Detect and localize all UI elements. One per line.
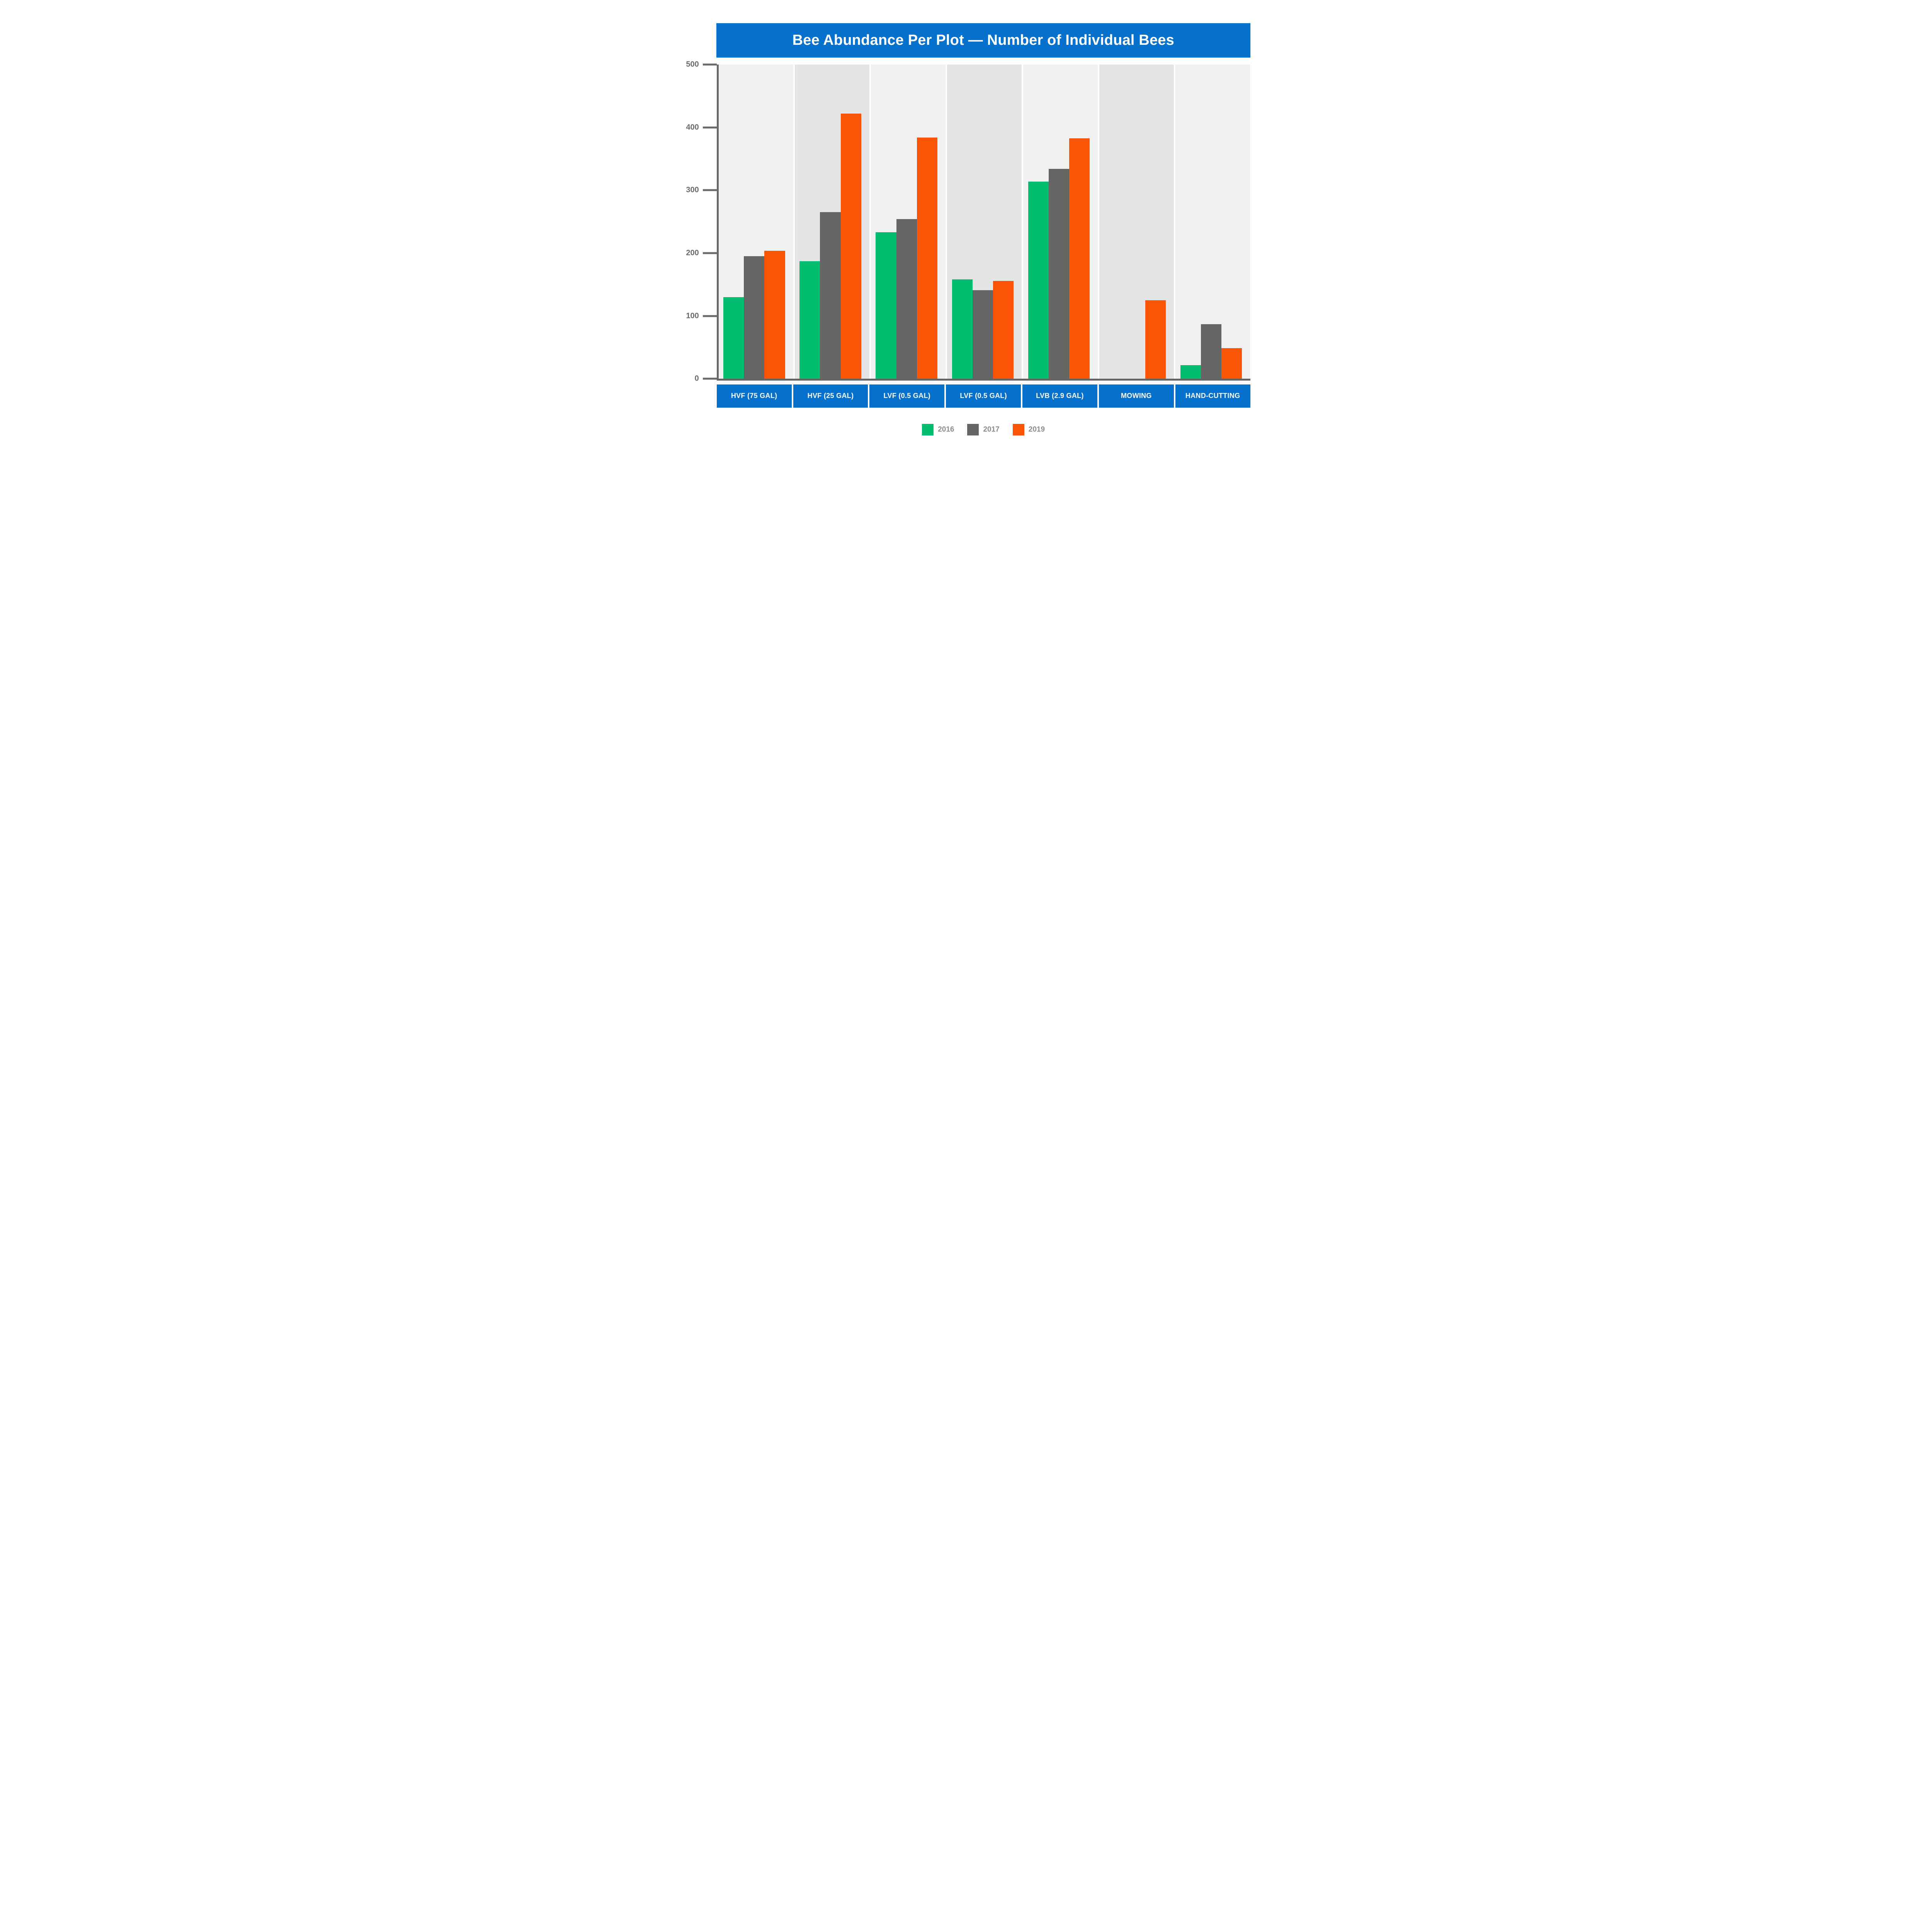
y-tick: 100 bbox=[686, 311, 717, 320]
y-tick: 400 bbox=[686, 123, 717, 132]
category-panel bbox=[718, 65, 793, 379]
legend-label: 2019 bbox=[1028, 425, 1045, 434]
bar-group bbox=[1180, 65, 1242, 379]
bar-group bbox=[952, 65, 1014, 379]
legend-swatch-2016 bbox=[922, 424, 934, 436]
y-tick: 500 bbox=[686, 60, 717, 69]
bar-group bbox=[1104, 65, 1166, 379]
legend-item: 2019 bbox=[1012, 424, 1045, 436]
legend-label: 2017 bbox=[983, 425, 1000, 434]
y-tick-label: 400 bbox=[686, 123, 699, 132]
y-tick-label: 0 bbox=[694, 374, 699, 383]
category-panel bbox=[871, 65, 946, 379]
bar-2016 bbox=[1028, 181, 1049, 379]
category-label-button: LVF (0.5 GAL) bbox=[946, 384, 1021, 408]
category-panel bbox=[947, 65, 1022, 379]
bar-2016 bbox=[799, 261, 820, 379]
chart-canvas: Bee Abundance Per Plot — Number of Indiv… bbox=[657, 0, 1275, 464]
bar-2017 bbox=[1048, 169, 1069, 379]
y-tick-label: 300 bbox=[686, 185, 699, 194]
category-labels: HVF (75 GAL) HVF (25 GAL) LVF (0.5 GAL) LVF… bbox=[716, 384, 1250, 408]
bar-2017 bbox=[820, 212, 841, 379]
category-panel bbox=[794, 65, 869, 379]
bar-group bbox=[799, 65, 861, 379]
bar-2017 bbox=[972, 290, 993, 379]
legend-item: 2017 bbox=[967, 424, 1000, 436]
bar-2017 bbox=[744, 256, 765, 379]
bar-2019 bbox=[1221, 348, 1242, 379]
category-panel bbox=[1099, 65, 1174, 379]
bar-group bbox=[723, 65, 785, 379]
y-axis: 500 400 300 200 100 0 bbox=[657, 60, 717, 383]
bar-2019 bbox=[993, 281, 1014, 379]
bar-2017 bbox=[896, 219, 917, 379]
y-tick-mark bbox=[702, 378, 717, 380]
bar-2019 bbox=[840, 114, 861, 379]
category-panel bbox=[1023, 65, 1098, 379]
category-panel bbox=[1175, 65, 1250, 379]
category-label-button: HAND-CUTTING bbox=[1175, 384, 1250, 408]
bar-2016 bbox=[952, 279, 973, 379]
y-tick: 300 bbox=[686, 185, 717, 195]
plot-area bbox=[716, 65, 1250, 379]
category-label-button: MOWING bbox=[1099, 384, 1174, 408]
legend: 2016 2017 2019 bbox=[717, 422, 1250, 438]
bar-2019 bbox=[764, 250, 785, 379]
chart-title-banner: Bee Abundance Per Plot — Number of Indiv… bbox=[716, 23, 1250, 58]
category-label-button: HVF (25 GAL) bbox=[793, 384, 868, 408]
y-tick-mark bbox=[702, 315, 717, 317]
chart-title: Bee Abundance Per Plot — Number of Indiv… bbox=[792, 32, 1174, 48]
y-tick-mark bbox=[702, 189, 717, 191]
category-label-button: HVF (75 GAL) bbox=[716, 384, 792, 408]
bar-2016 bbox=[876, 232, 896, 379]
y-tick-label: 200 bbox=[686, 248, 699, 257]
category-label-button: LVF (0.5 GAL) bbox=[869, 384, 945, 408]
bar-group bbox=[1028, 65, 1090, 379]
bar-2016 bbox=[1180, 365, 1201, 379]
bar-2019 bbox=[1069, 138, 1090, 379]
bar-2017 bbox=[1201, 324, 1222, 379]
y-tick: 200 bbox=[686, 248, 717, 258]
bar-group bbox=[876, 65, 937, 379]
category-label-button: LVB (2.9 GAL) bbox=[1022, 384, 1097, 408]
y-tick: 0 bbox=[695, 374, 717, 383]
bar-2019 bbox=[1145, 300, 1166, 379]
y-tick-mark bbox=[702, 126, 717, 129]
bar-2016 bbox=[723, 297, 744, 379]
y-tick-label: 100 bbox=[686, 311, 699, 320]
y-tick-mark bbox=[702, 63, 717, 66]
legend-swatch-2017 bbox=[967, 424, 979, 436]
legend-label: 2016 bbox=[938, 425, 954, 434]
y-tick-label: 500 bbox=[686, 60, 699, 69]
x-axis-line bbox=[716, 379, 1250, 381]
legend-item: 2016 bbox=[922, 424, 954, 436]
y-tick-mark bbox=[702, 252, 717, 254]
bar-2019 bbox=[917, 137, 937, 379]
legend-swatch-2019 bbox=[1012, 424, 1024, 436]
